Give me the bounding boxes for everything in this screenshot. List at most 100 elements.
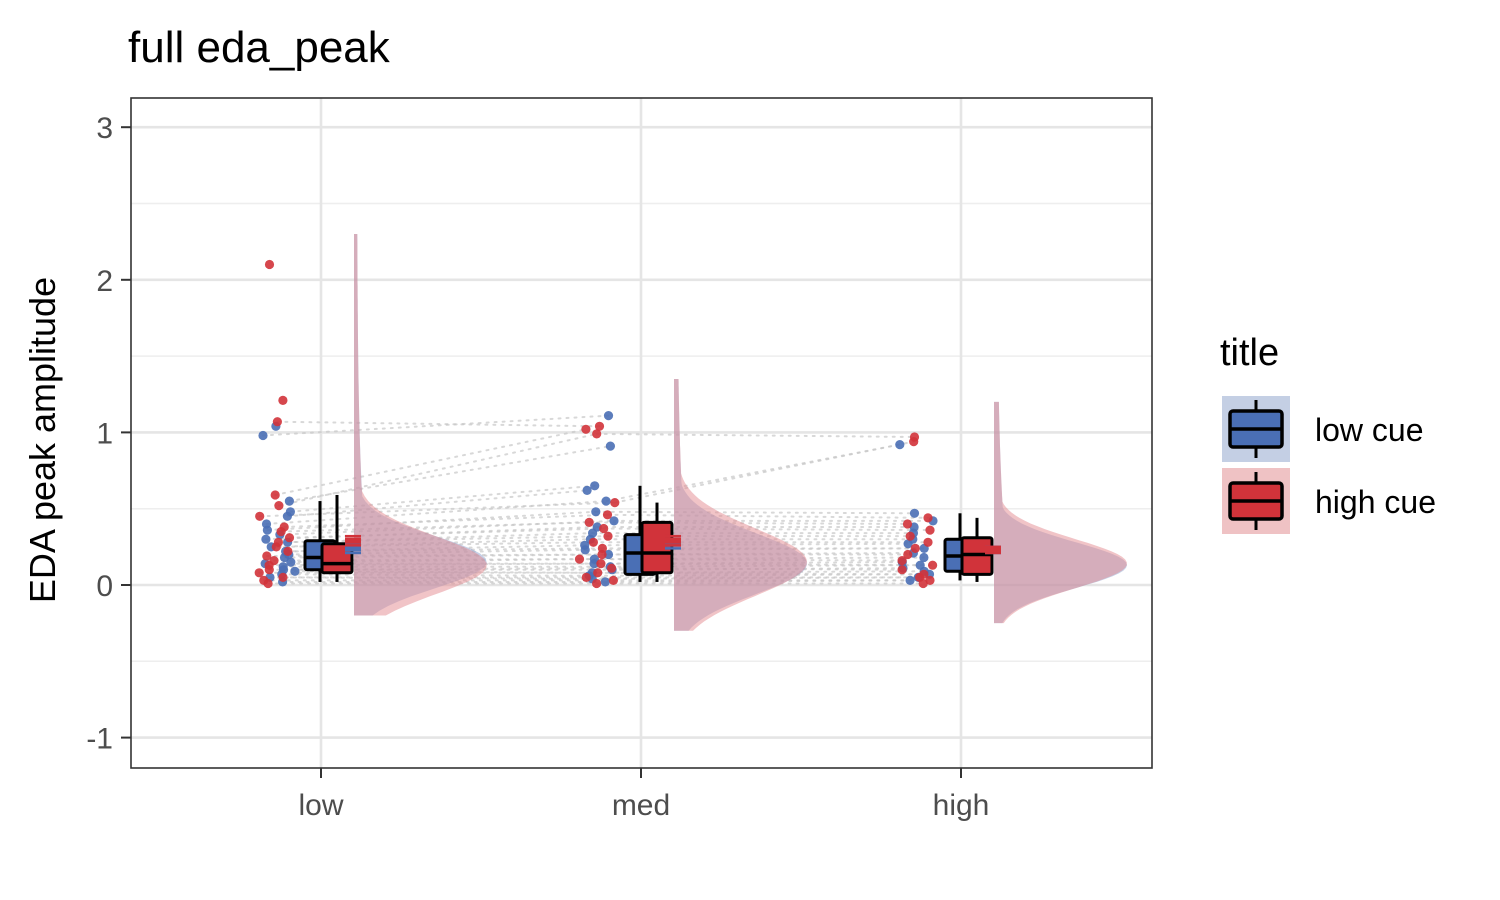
subject-line [277,535,609,544]
boxplots [303,485,994,582]
box-body [320,542,354,575]
data-point [605,441,616,451]
mean-markers [345,534,1001,555]
subject-line [606,513,929,519]
data-point [905,531,915,541]
data-point [610,498,620,508]
y-tick-label: 2 [96,265,113,298]
data-point [581,572,591,583]
data-point [589,554,600,564]
mean-marker [345,537,361,544]
axes: -1 0 1 2 3 low med high [86,112,989,822]
data-point [259,575,269,586]
mean-marker [665,537,681,544]
y-tick-label: -1 [86,723,113,756]
data-point [261,519,272,529]
legend: title low cue high cue [1220,332,1436,534]
subject-line [602,527,931,532]
data-point [264,259,275,270]
subject-line [258,501,616,518]
data-point [599,523,609,534]
data-point [290,566,300,576]
chart-title: full eda_peak [128,23,391,72]
data-point [905,575,915,586]
data-point [923,537,933,547]
subject-line [288,445,612,503]
density-high-cue [354,234,487,616]
subject-line [289,484,596,513]
data-point [258,430,268,441]
mean-marker [985,546,1001,553]
data-point [596,559,606,569]
data-point [580,540,590,550]
data-point [582,485,592,495]
legend-title: title [1220,332,1279,374]
y-tick-label: 1 [96,417,113,450]
data-point [895,440,905,450]
data-point [593,568,603,578]
subject-line [275,541,595,548]
y-tick-label: 0 [96,570,113,603]
data-point [897,556,907,566]
data-point [897,565,907,575]
jitter-points [254,259,938,589]
x-tick-label: high [933,789,990,822]
data-point [269,556,279,566]
subject-line [274,428,587,496]
data-point [278,572,288,583]
data-point [270,490,280,500]
subject-line [280,521,591,533]
density-high-cue [674,378,807,631]
data-point [600,577,610,587]
data-point [274,501,284,511]
mean-marker [665,540,681,547]
subject-line [595,432,916,438]
data-point [283,546,293,557]
legend-label: low cue [1315,412,1424,448]
data-point [925,575,935,586]
data-point [285,507,295,517]
subject-line [588,521,909,525]
data-point [272,417,282,427]
data-point [588,537,599,547]
data-point [915,560,925,570]
data-point [603,549,614,560]
y-tick-label: 3 [96,112,113,145]
subject-line [613,440,915,504]
subject-line [594,510,916,515]
data-point [584,517,594,528]
data-point [607,563,617,573]
data-point [591,507,601,517]
data-point [278,395,288,405]
subject-line [276,420,601,428]
data-point [928,560,938,570]
data-point [284,533,295,543]
data-point [594,421,605,431]
data-point [609,516,619,526]
data-point [909,432,920,442]
subject-line [265,500,608,525]
mean-marker [345,545,361,552]
density-high-cue [994,401,1127,624]
data-point [919,552,929,563]
subject-line [596,571,925,576]
data-point [261,534,271,544]
density-clouds [354,234,1127,631]
data-point [255,511,265,521]
data-point [273,537,283,547]
data-point [279,522,289,532]
subject-line [593,556,925,561]
subject-line [262,414,610,437]
data-point [254,568,264,578]
data-point [601,496,611,506]
data-point [919,569,929,579]
data-point [902,519,913,529]
data-point [603,411,614,421]
data-point [910,543,920,554]
subject-line [591,576,920,580]
data-point [278,562,288,572]
y-axis-title: EDA peak amplitude [22,277,63,603]
data-point [608,575,619,586]
data-point [592,429,602,439]
